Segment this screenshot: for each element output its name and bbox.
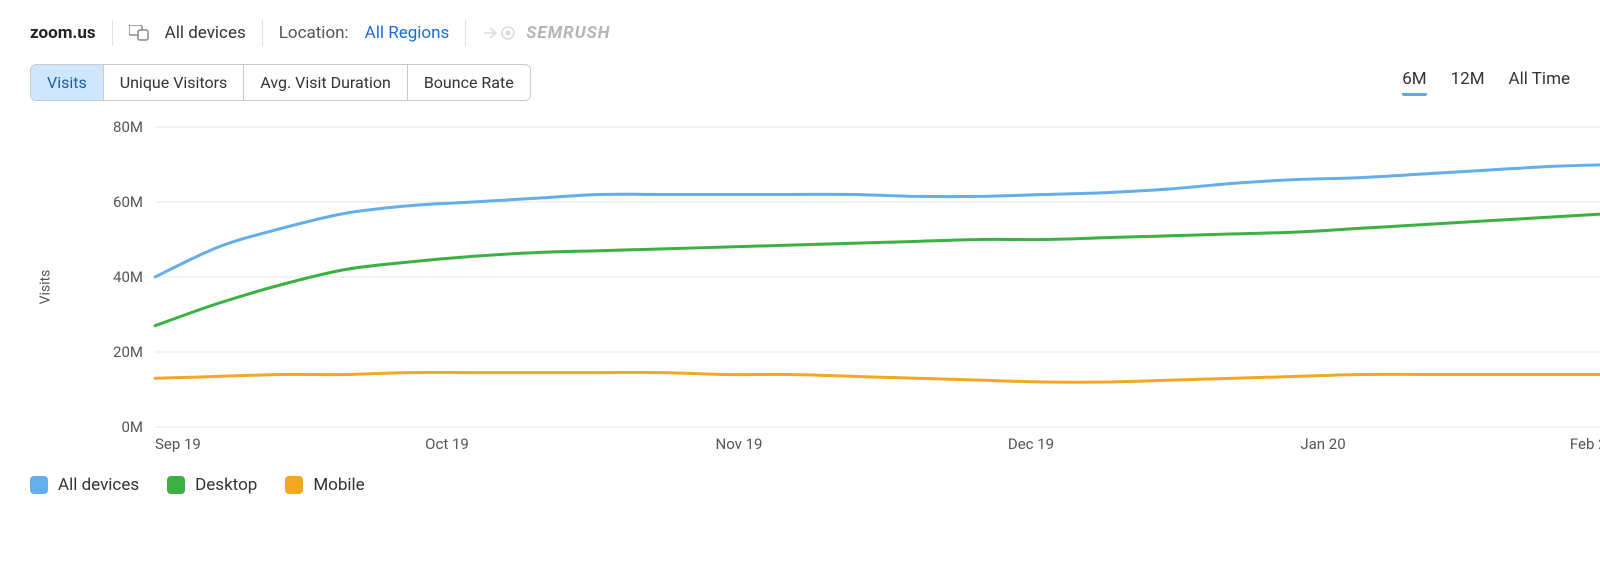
svg-text:0M: 0M (121, 418, 143, 436)
devices-icon (129, 25, 149, 41)
svg-text:60M: 60M (113, 193, 143, 211)
legend-item[interactable]: All devices (30, 475, 139, 495)
location-value[interactable]: All Regions (365, 23, 450, 43)
legend-label: Mobile (313, 475, 364, 495)
brand-logo: SEMRUSH (482, 23, 610, 43)
series-line (155, 372, 1600, 382)
legend-swatch (30, 476, 48, 494)
metric-tab[interactable]: Visits (31, 65, 104, 100)
header-bar: zoom.us All devices Location: All Region… (30, 20, 1570, 46)
legend-swatch (167, 476, 185, 494)
svg-text:20M: 20M (113, 343, 143, 361)
legend-label: All devices (58, 475, 139, 495)
range-option[interactable]: 12M (1451, 69, 1485, 96)
svg-text:40M: 40M (113, 268, 143, 286)
metric-tabset: VisitsUnique VisitorsAvg. Visit Duration… (30, 64, 531, 101)
legend-item[interactable]: Desktop (167, 475, 257, 495)
chart-container: Visits 0M 20M 40M 60M 80M Sep 19 Oct 19 Nov 19 D… (30, 117, 1570, 457)
location-label: Location: (279, 23, 349, 43)
chart-legend: All devices Desktop Mobile (30, 475, 1570, 495)
separator (465, 20, 466, 46)
devices-label[interactable]: All devices (165, 23, 246, 43)
range-option[interactable]: 6M (1402, 69, 1426, 96)
metric-tab[interactable]: Unique Visitors (104, 65, 245, 100)
legend-label: Desktop (195, 475, 257, 495)
brand-text: SEMRUSH (526, 23, 610, 43)
line-chart: 0M 20M 40M 60M 80M Sep 19 Oct 19 Nov 19 Dec 19 Ja… (85, 117, 1600, 457)
legend-swatch (285, 476, 303, 494)
metric-tab[interactable]: Bounce Rate (408, 65, 530, 100)
svg-text:80M: 80M (113, 118, 143, 136)
series-line (155, 213, 1600, 326)
svg-text:Dec 19: Dec 19 (1008, 435, 1054, 453)
domain-name: zoom.us (30, 23, 96, 43)
range-option[interactable]: All Time (1509, 69, 1570, 96)
svg-text:Nov 19: Nov 19 (716, 435, 763, 453)
svg-text:Jan 20: Jan 20 (1300, 435, 1345, 453)
y-axis-label: Visits (37, 270, 53, 305)
controls-row: VisitsUnique VisitorsAvg. Visit Duration… (30, 64, 1570, 101)
separator (112, 20, 113, 46)
separator (262, 20, 263, 46)
metric-tab[interactable]: Avg. Visit Duration (244, 65, 408, 100)
svg-text:Oct 19: Oct 19 (425, 435, 469, 453)
series-line (155, 165, 1600, 278)
svg-text:Sep 19: Sep 19 (155, 435, 201, 453)
svg-text:Feb 20: Feb 20 (1570, 435, 1600, 453)
legend-item[interactable]: Mobile (285, 475, 364, 495)
range-selector: 6M 12M All Time (1402, 69, 1570, 96)
